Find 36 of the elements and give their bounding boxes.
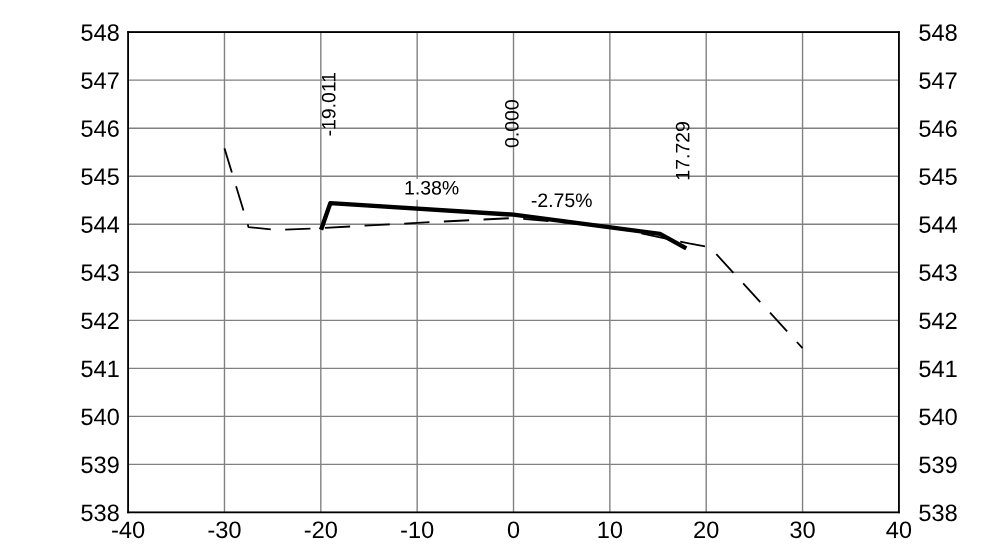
x-tick-label: 0 [507,521,520,539]
x-tick-label: 30 [790,521,815,539]
y-tick-label: 544 [81,216,120,234]
x-tick-label: 40 [886,521,912,539]
annotation: 17.729 [675,122,690,180]
annotation: -19.011 [321,72,336,136]
y2-tick-label: 541 [919,360,957,378]
x-tick-label: 10 [598,521,623,539]
annotation: 0.000 [504,100,519,148]
y-tick-label: 548 [81,24,119,41]
y2-tick-label: 545 [919,168,957,186]
x-tick-label: -20 [304,521,337,539]
y2-tick-label: 539 [919,456,957,474]
x-tick-label: -40 [112,521,145,539]
y-tick-label: 541 [81,360,119,378]
annotation: -2.75% [531,193,592,208]
y-tick-label: 547 [81,72,119,89]
x-tick-label: -10 [401,521,434,539]
y2-tick-label: 546 [919,120,957,137]
y-tick-label: 538 [81,504,119,522]
annotation: 1.38% [405,180,459,195]
y2-tick-label: 548 [919,24,957,41]
y-tick-label: 545 [81,168,119,186]
y2-tick-label: 538 [919,504,957,522]
x-tick-label: 20 [694,521,719,539]
y2-tick-label: 542 [919,312,957,330]
y-tick-label: 540 [81,408,119,426]
x-tick-label: -30 [208,521,241,539]
y2-tick-label: 543 [919,264,957,282]
y-tick-label: 546 [81,120,119,137]
y-tick-label: 539 [81,456,119,474]
y2-tick-label: 544 [919,216,958,234]
y2-tick-label: 540 [919,408,957,426]
y-tick-label: 543 [81,264,119,282]
y-tick-label: 542 [81,312,119,330]
y2-tick-label: 547 [919,72,957,89]
